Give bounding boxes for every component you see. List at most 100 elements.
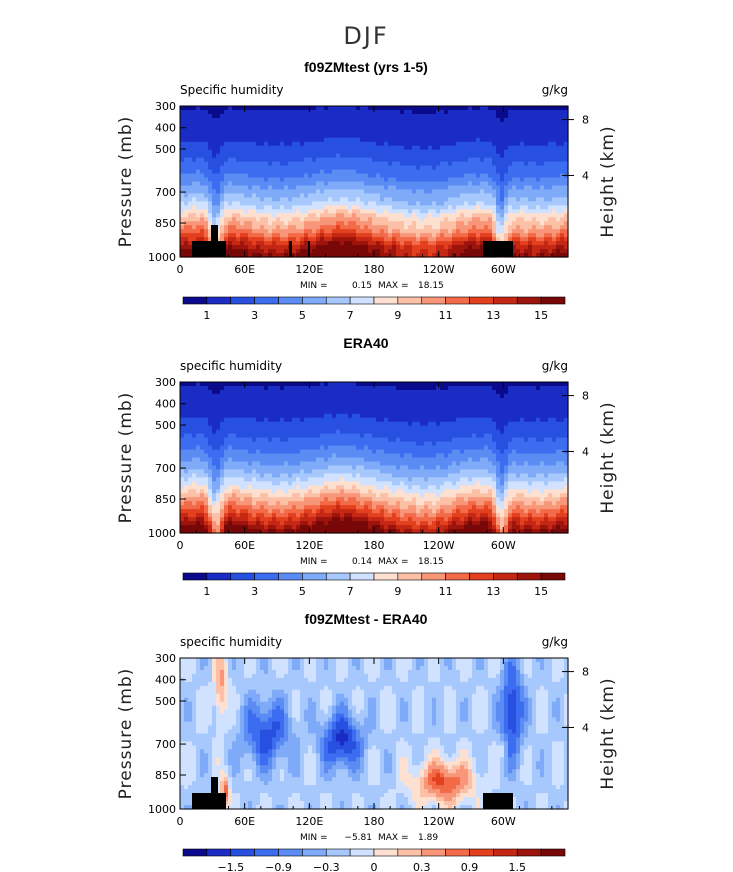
y-axis-title: Pressure (mb)	[116, 668, 136, 800]
x-tick-label: 120E	[295, 263, 323, 276]
x-tick-label: 120W	[423, 263, 455, 276]
colorbar-swatch	[230, 848, 255, 857]
colorbar-label: 11	[439, 585, 453, 598]
y2-axis-title: Height (km)	[598, 125, 618, 237]
colorbar-swatch	[325, 572, 351, 581]
colorbar-label: 13	[486, 309, 500, 322]
x-tick-label: 120E	[295, 539, 323, 552]
x-tick-label: 120W	[423, 539, 455, 552]
min-label: MIN =	[300, 833, 328, 843]
panel-3: f09ZMtest - ERA40 specific humidity g/kg 30…	[116, 611, 618, 872]
figure-title: DJF	[343, 22, 388, 50]
colorbar-swatch	[516, 296, 542, 305]
colorbar-label: 9	[394, 309, 401, 322]
y-tick-label: 400	[155, 122, 176, 135]
x-tick-label: 60W	[491, 263, 516, 276]
colorbar-swatch	[373, 572, 399, 581]
y2-tick-label: 8	[582, 666, 589, 679]
topography-mask	[192, 225, 513, 257]
colorbar-label: −0.9	[265, 861, 292, 872]
x-tick-label: 60E	[234, 815, 255, 828]
y-tick-label: 850	[155, 217, 176, 230]
colorbar-label: 0.9	[461, 861, 479, 872]
colorbar-swatch	[206, 572, 232, 581]
y-tick-label: 500	[155, 143, 176, 156]
x-tick-label: 180	[364, 539, 385, 552]
field-shading	[180, 658, 569, 810]
colorbar-swatch	[230, 296, 255, 305]
colorbar-swatch	[349, 848, 375, 857]
max-label: MAX =	[378, 557, 409, 567]
colorbar-swatch	[254, 572, 279, 581]
field-shading	[180, 106, 569, 258]
y-tick-label: 700	[155, 738, 176, 751]
panel-1: f09ZMtest (yrs 1-5) Specific humidity g/kg…	[116, 59, 618, 322]
y-tick-label: 1000	[148, 803, 176, 816]
colorbar-swatch	[325, 296, 351, 305]
min-value: −5.81	[344, 833, 372, 843]
colorbar-swatch	[182, 296, 208, 305]
min-label: MIN =	[300, 557, 328, 567]
colorbar-label: 5	[299, 309, 306, 322]
y-tick-label: 500	[155, 419, 176, 432]
field-shading	[180, 382, 569, 534]
colorbar-swatch	[373, 848, 399, 857]
max-value: 18.15	[418, 557, 444, 567]
colorbar-label: 0	[371, 861, 378, 872]
colorbar-swatch	[397, 296, 423, 305]
y-tick-label: 300	[155, 100, 176, 113]
y-tick-label: 1000	[148, 527, 176, 540]
colorbar-swatch	[493, 296, 518, 305]
colorbar-swatch	[421, 572, 446, 581]
colorbar-swatch	[445, 848, 470, 857]
colorbar-label: 5	[299, 585, 306, 598]
y2-tick-label: 8	[582, 390, 589, 403]
units-label: g/kg	[542, 635, 568, 649]
x-tick-label: 0	[177, 815, 184, 828]
colorbar-swatch	[540, 848, 566, 857]
colorbar-swatch	[469, 296, 494, 305]
x-tick-label: 60E	[234, 539, 255, 552]
colorbar-swatch	[206, 848, 232, 857]
y2-axis-title: Height (km)	[598, 401, 618, 513]
y2-axis-title: Height (km)	[598, 677, 618, 789]
colorbar-label: 7	[347, 585, 354, 598]
x-tick-label: 0	[177, 263, 184, 276]
colorbar-label: 9	[394, 585, 401, 598]
colorbar-label: 13	[486, 585, 500, 598]
colorbar-swatch	[302, 296, 327, 305]
max-label: MAX =	[378, 281, 409, 291]
colorbar-swatch	[540, 296, 566, 305]
colorbar-swatch	[302, 572, 327, 581]
x-tick-label: 60E	[234, 263, 255, 276]
y-tick-label: 1000	[148, 251, 176, 264]
x-tick-label: 60W	[491, 815, 516, 828]
colorbar-label: 1.5	[509, 861, 527, 872]
units-label: g/kg	[542, 83, 568, 97]
colorbar-swatch	[349, 572, 375, 581]
max-value: 18.15	[418, 281, 444, 291]
min-value: 0.15	[352, 281, 372, 291]
units-label: g/kg	[542, 359, 568, 373]
colorbar-swatch	[349, 296, 375, 305]
y-tick-label: 850	[155, 493, 176, 506]
y2-tick-label: 4	[582, 721, 589, 734]
x-tick-label: 120W	[423, 815, 455, 828]
colorbar-swatch	[516, 572, 542, 581]
colorbar-swatch	[421, 296, 446, 305]
colorbar-swatch	[397, 848, 423, 857]
min-label: MIN =	[300, 281, 328, 291]
colorbar-swatch	[182, 572, 208, 581]
panel-title: f09ZMtest (yrs 1-5)	[304, 59, 428, 75]
colorbar-label: 15	[534, 585, 548, 598]
colorbar-label: 0.3	[413, 861, 431, 872]
colorbar-swatch	[254, 848, 279, 857]
colorbar-label: 7	[347, 309, 354, 322]
min-value: 0.14	[352, 557, 372, 567]
colorbar-swatch	[278, 296, 303, 305]
y-tick-label: 400	[155, 674, 176, 687]
colorbar-swatch	[182, 848, 208, 857]
colorbar-swatch	[206, 296, 232, 305]
y-tick-label: 300	[155, 652, 176, 665]
